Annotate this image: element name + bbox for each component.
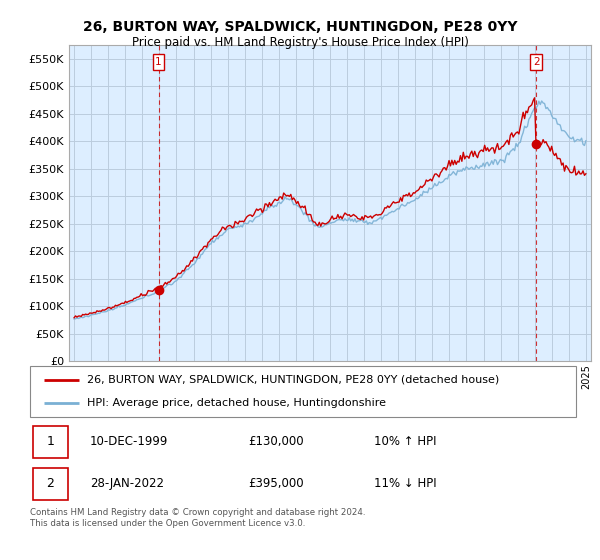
Text: £395,000: £395,000 — [248, 477, 304, 491]
Text: 10% ↑ HPI: 10% ↑ HPI — [374, 435, 436, 449]
FancyBboxPatch shape — [33, 468, 68, 500]
Text: 10-DEC-1999: 10-DEC-1999 — [90, 435, 169, 449]
Text: HPI: Average price, detached house, Huntingdonshire: HPI: Average price, detached house, Hunt… — [88, 398, 386, 408]
Text: 11% ↓ HPI: 11% ↓ HPI — [374, 477, 437, 491]
Text: 1: 1 — [46, 435, 54, 449]
Text: 1: 1 — [155, 57, 162, 67]
FancyBboxPatch shape — [30, 366, 576, 417]
Text: 26, BURTON WAY, SPALDWICK, HUNTINGDON, PE28 0YY (detached house): 26, BURTON WAY, SPALDWICK, HUNTINGDON, P… — [88, 375, 500, 385]
Text: 28-JAN-2022: 28-JAN-2022 — [90, 477, 164, 491]
Text: 2: 2 — [533, 57, 539, 67]
FancyBboxPatch shape — [33, 426, 68, 458]
Text: 26, BURTON WAY, SPALDWICK, HUNTINGDON, PE28 0YY: 26, BURTON WAY, SPALDWICK, HUNTINGDON, P… — [83, 20, 517, 34]
Text: Price paid vs. HM Land Registry's House Price Index (HPI): Price paid vs. HM Land Registry's House … — [131, 36, 469, 49]
Text: £130,000: £130,000 — [248, 435, 304, 449]
Text: 2: 2 — [46, 477, 54, 491]
Text: Contains HM Land Registry data © Crown copyright and database right 2024.
This d: Contains HM Land Registry data © Crown c… — [30, 508, 365, 528]
